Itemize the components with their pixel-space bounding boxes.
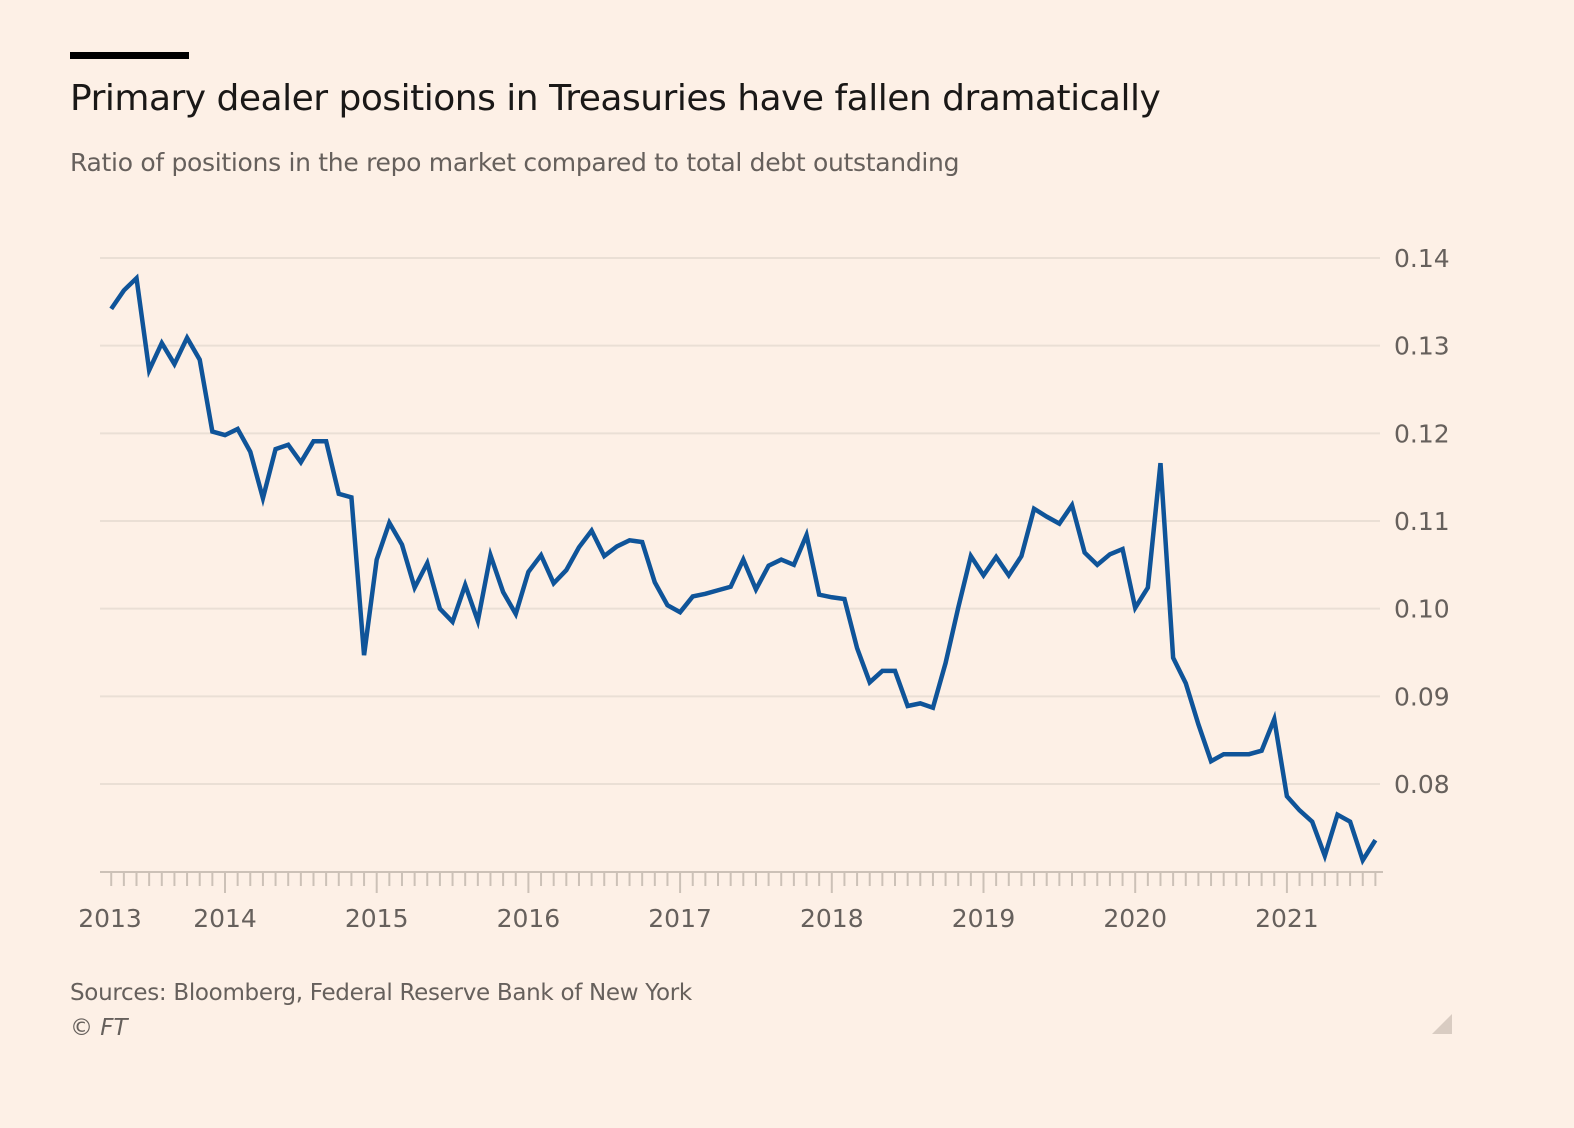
x-tick-label: 2014 xyxy=(193,904,257,933)
x-tick-label: 2017 xyxy=(648,904,712,933)
y-tick-label: 0.12 xyxy=(1394,419,1450,448)
y-tick-label: 0.14 xyxy=(1394,244,1450,273)
x-tick-label: 2021 xyxy=(1255,904,1319,933)
chart-subtitle: Ratio of positions in the repo market co… xyxy=(70,148,960,177)
ft-accent-bar xyxy=(70,52,189,59)
y-tick-label: 0.13 xyxy=(1394,332,1450,361)
series-group xyxy=(109,273,1378,866)
x-tick-label: 2013 xyxy=(78,904,142,933)
resize-handle-icon[interactable] xyxy=(1432,1014,1452,1034)
x-tick-label: 2019 xyxy=(952,904,1016,933)
x-tick-label: 2015 xyxy=(345,904,409,933)
x-tick-label: 2020 xyxy=(1103,904,1167,933)
x-tick-label: 2016 xyxy=(497,904,561,933)
series-line xyxy=(109,273,1378,866)
y-tick-label: 0.08 xyxy=(1394,770,1450,799)
chart-title: Primary dealer positions in Treasuries h… xyxy=(70,78,1161,119)
y-tick-label: 0.09 xyxy=(1394,682,1450,711)
y-tick-label: 0.11 xyxy=(1394,507,1450,536)
source-note: Sources: Bloomberg, Federal Reserve Bank… xyxy=(70,980,692,1006)
y-tick-label: 0.10 xyxy=(1394,595,1450,624)
gridlines xyxy=(100,257,1380,786)
y-axis-labels: 0.08 0.09 0.10 0.11 0.12 0.13 0.14 xyxy=(1394,244,1450,799)
x-axis: 2013 2014 2015 2016 2017 2018 2019 2020 2021 xyxy=(78,871,1383,933)
copyright: © FT xyxy=(70,1015,128,1041)
x-tick-label: 2018 xyxy=(800,904,864,933)
